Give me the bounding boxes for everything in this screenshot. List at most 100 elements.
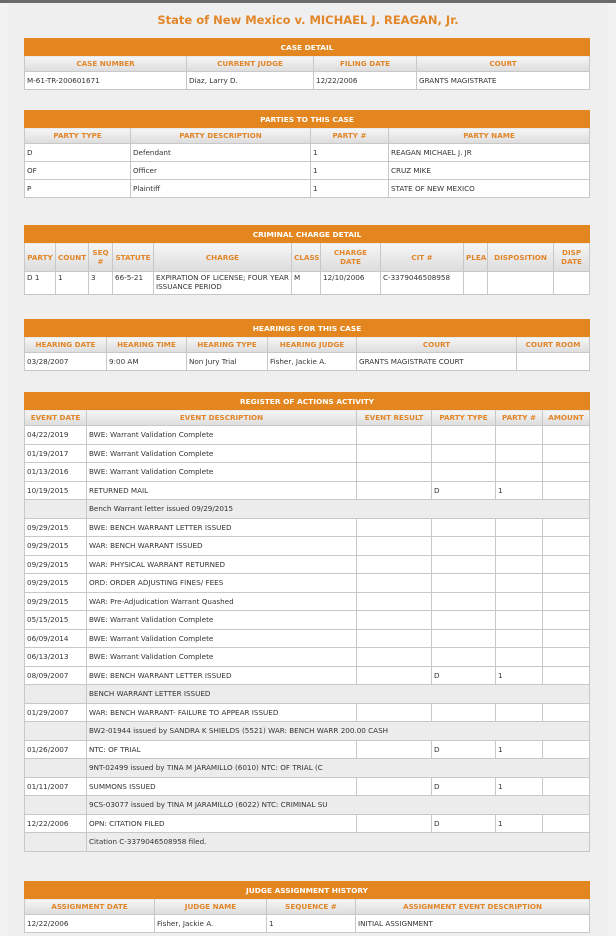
section-title: JUDGE ASSIGNMENT HISTORY (23, 881, 591, 899)
cell: 09/29/2015 (24, 573, 87, 593)
cell (431, 517, 496, 537)
cell: BWE: Warrant Validation Complete (86, 628, 357, 648)
column-header: PARTY NAME (387, 127, 591, 144)
cell: 04/22/2019 (24, 425, 87, 445)
table-row: 04/22/2019 BWE: Warrant Validation Comple… (24, 425, 591, 445)
cell (495, 517, 543, 537)
cell (541, 517, 591, 537)
cell (541, 647, 591, 667)
cell: EXPIRATION OF LICENSE; FOUR YEAR ISSUANC… (153, 271, 292, 295)
table-row-note: Citation C-3379046508958 filed. (24, 832, 591, 852)
column-header: DISPOSITION (487, 242, 554, 272)
column-header-row: ASSIGNMENT DATE JUDGE NAME SEQUENCE # ASSIG… (24, 898, 591, 915)
cell: C-3379046508958 (380, 271, 464, 295)
judge-assignment-table: JUDGE ASSIGNMENT HISTORY ASSIGNMENT DATE J… (23, 881, 591, 933)
cell (431, 462, 496, 482)
cell (495, 591, 543, 611)
criminal-charge-table: CRIMINAL CHARGE DETAIL PARTY COUNT SEQ # STA… (23, 225, 591, 295)
table-row: OF Officer 1 CRUZ MIKE (24, 161, 591, 180)
cell: BWE: Warrant Validation Complete (86, 610, 357, 630)
cell: 03/28/2007 (24, 352, 107, 371)
column-header: ASSIGNMENT DATE (24, 898, 155, 915)
cell: 12/10/2006 (320, 271, 381, 295)
cell: M-61-TR-200601671 (24, 71, 187, 90)
cell: ORD: ORDER ADJUSTING FINES/ FEES (86, 573, 357, 593)
cell (356, 813, 432, 833)
cell: 09/29/2015 (24, 517, 87, 537)
table-row: P Plaintiff 1 STATE OF NEW MEXICO (24, 179, 591, 198)
cell (495, 610, 543, 630)
cell: D (431, 665, 496, 685)
page-title: State of New Mexico v. MICHAEL J. REAGAN… (157, 13, 459, 27)
table-row: 01/11/2007 SUMMONS ISSUED D 1 (24, 776, 591, 796)
note-cell: 9NT-02499 issued by TINA M JARAMILLO (60… (85, 758, 591, 778)
column-header-row: PARTY COUNT SEQ # STATUTE CHARGE CLASS CHARGE … (24, 242, 591, 272)
cell (487, 271, 554, 295)
column-header: EVENT DATE (24, 409, 87, 426)
table-row: 01/13/2016 BWE: Warrant Validation Comple… (24, 462, 591, 482)
cell (541, 425, 591, 445)
cell: 1 (495, 776, 543, 796)
column-header: COURT ROOM (516, 336, 590, 353)
column-header: CASE NUMBER (24, 55, 187, 72)
cell: 09/29/2015 (24, 536, 87, 556)
cell (541, 813, 591, 833)
table-row: D 1 1 3 66-5-21 EXPIRATION OF LICENSE; FOUR … (24, 271, 591, 295)
column-header: PARTY (24, 242, 56, 272)
table-row: 09/29/2015 BWE: BENCH WARRANT LETTER ISSU… (24, 517, 591, 537)
cell: Fisher, Jackie A. (267, 352, 357, 371)
cell: 12/22/2006 (24, 813, 87, 833)
note-cell: BW2-01944 issued by SANDRA K SHIELDS (55… (85, 721, 591, 741)
hearings-table: HEARINGS FOR THIS CASE HEARING DATE HEARIN… (24, 319, 590, 371)
section-title: CRIMINAL CHARGE DETAIL (23, 225, 591, 243)
section-title: CASE DETAIL (23, 38, 591, 56)
cell: BWE: Warrant Validation Complete (86, 425, 357, 445)
cell (495, 647, 543, 667)
table-row: 01/29/2007 WAR: BENCH WARRANT- FAILURE TO… (24, 702, 591, 722)
cell: BWE: BENCH WARRANT LETTER ISSUED (86, 665, 357, 685)
cell (431, 647, 496, 667)
cell: Fisher, Jackie A. (154, 914, 267, 933)
cell: BWE: Warrant Validation Complete (86, 462, 357, 482)
column-header-row: HEARING DATE HEARING TIME HEARING TYPE HEAR… (24, 336, 590, 353)
column-header: JUDGE NAME (154, 898, 267, 915)
cell (541, 480, 591, 500)
section-title: HEARINGS FOR THIS CASE (24, 319, 590, 337)
column-header: EVENT DESCRIPTION (86, 409, 357, 426)
cell (541, 739, 591, 759)
table-row-note: 9NT-02499 issued by TINA M JARAMILLO (60… (24, 758, 591, 778)
table-row: D Defendant 1 REAGAN MICHAEL J. JR (24, 143, 591, 162)
cell: D (431, 739, 496, 759)
table-row: 10/19/2015 RETURNED MAIL D 1 (24, 480, 591, 500)
cell (431, 443, 496, 463)
column-header-row: PARTY TYPE PARTY DESCRIPTION PARTY # PARTY … (24, 127, 591, 144)
parties-table: PARTIES TO THIS CASE PARTY TYPE PARTY DESC… (23, 110, 591, 198)
cell: OPN: CITATION FILED (86, 813, 357, 833)
column-header: PARTY TYPE (431, 409, 496, 426)
table-row: 01/19/2017 BWE: Warrant Validation Comple… (24, 443, 591, 463)
cell (356, 610, 432, 630)
cell (495, 425, 543, 445)
cell (541, 443, 591, 463)
cell: NTC: OF TRIAL (86, 739, 357, 759)
cell (24, 684, 87, 704)
cell (541, 665, 591, 685)
cell (431, 628, 496, 648)
cell: 06/09/2014 (24, 628, 87, 648)
table-row-note: Bench Warrant letter issued 09/29/2015 (24, 499, 591, 519)
cell (356, 536, 432, 556)
cell (541, 776, 591, 796)
cell: BWE: BENCH WARRANT LETTER ISSUED (86, 517, 357, 537)
cell (356, 591, 432, 611)
note-cell: BENCH WARRANT LETTER ISSUED (85, 684, 591, 704)
cell: 09/29/2015 (24, 591, 87, 611)
cell (495, 462, 543, 482)
cell: STATE OF NEW MEXICO (387, 179, 591, 198)
cell (516, 352, 590, 371)
column-header: FILING DATE (313, 55, 417, 72)
cell: 1 (266, 914, 356, 933)
note-cell: 9CS-03077 issued by TINA M JARAMILLO (60… (85, 795, 591, 815)
cell: RETURNED MAIL (86, 480, 357, 500)
cell: 01/19/2017 (24, 443, 87, 463)
cell (356, 443, 432, 463)
